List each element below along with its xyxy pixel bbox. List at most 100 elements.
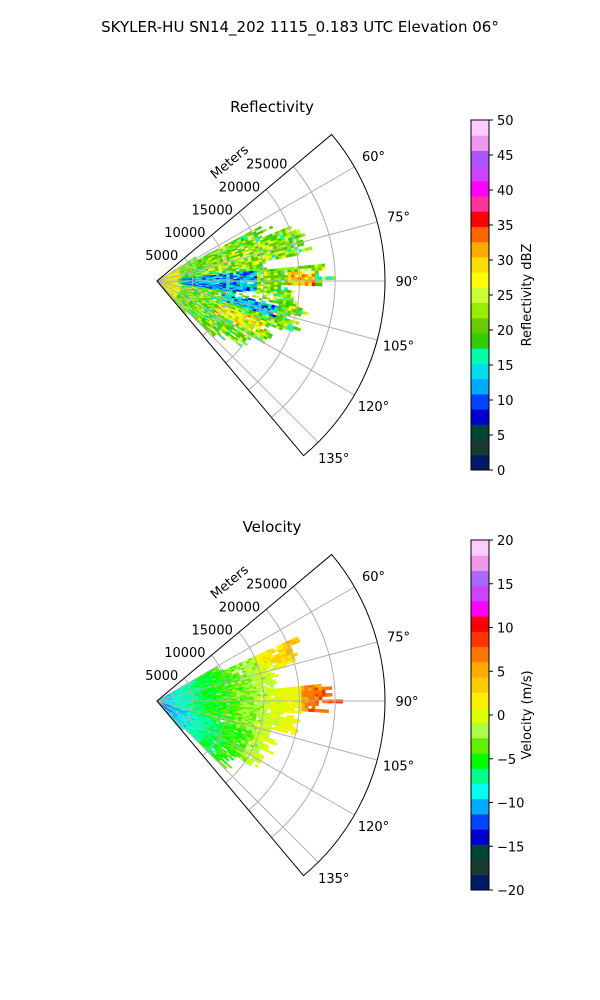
range-tick-label: 5000 — [145, 249, 178, 264]
radar-cell — [295, 639, 301, 644]
radar-cell — [241, 295, 246, 298]
radar-cell — [301, 705, 306, 709]
radar-cell — [291, 705, 295, 709]
radar-cell — [236, 701, 241, 704]
radar-cell — [255, 715, 260, 719]
radar-cell — [246, 278, 251, 281]
range-gridline — [202, 234, 229, 336]
radar-cell — [280, 270, 285, 274]
radar-cell — [267, 706, 271, 710]
radar-cell — [185, 310, 189, 315]
radar-cell — [294, 689, 299, 693]
radar-cell — [294, 271, 299, 275]
radar-cell — [263, 704, 268, 707]
radar-cell — [266, 691, 271, 695]
radar-cell — [253, 278, 258, 281]
radar-cell — [236, 697, 241, 700]
radar-cell — [287, 274, 292, 278]
radar-cell — [278, 326, 284, 331]
radar-cell — [294, 691, 299, 695]
colorbar-segment — [471, 409, 489, 425]
radar-cell — [274, 702, 278, 705]
radar-cell — [308, 690, 312, 695]
radar-cell — [311, 687, 316, 692]
radar-cell — [274, 282, 278, 285]
radar-cell — [267, 697, 272, 701]
radar-cell — [328, 276, 333, 280]
radar-cell — [318, 709, 323, 713]
radar-cell — [256, 291, 261, 295]
range-tick-label: 20000 — [219, 180, 260, 195]
radar-cell — [318, 696, 323, 701]
radar-cell — [277, 275, 282, 278]
radar-cell — [268, 225, 274, 230]
radar-cell — [308, 246, 313, 251]
radar-cell — [270, 702, 275, 705]
radar-cell — [277, 284, 282, 288]
radar-cell — [277, 695, 282, 698]
colorbar-segment — [471, 150, 489, 167]
azimuth-gridline — [156, 280, 378, 341]
radar-cell — [284, 694, 289, 698]
radar-cell — [314, 708, 319, 713]
radar-cell — [307, 687, 312, 692]
radar-cell — [270, 704, 275, 708]
radar-cell — [311, 702, 316, 707]
reflectivity-data — [157, 225, 337, 348]
radar-cell — [238, 292, 243, 296]
radar-cell — [263, 290, 268, 294]
radar-cell — [308, 276, 313, 281]
radar-cell — [232, 271, 237, 274]
colorbar-tick-label: 35 — [497, 219, 514, 234]
radar-cell — [250, 701, 254, 705]
radar-cell — [270, 282, 275, 285]
radar-cell — [315, 282, 319, 287]
radar-cell — [311, 696, 316, 701]
colorbar-segment — [471, 272, 489, 288]
radar-cell — [318, 690, 323, 694]
radar-cell — [291, 697, 296, 701]
radar-cell — [267, 695, 272, 699]
radar-cell — [284, 274, 289, 278]
radar-cell — [221, 336, 226, 341]
radar-cell — [296, 327, 302, 332]
azimuth-tick-label: 75° — [387, 210, 410, 225]
radar-cell — [239, 289, 244, 293]
radar-cell — [301, 274, 306, 278]
radar-cell — [314, 270, 319, 274]
radar-cell — [236, 698, 241, 701]
radar-cell — [278, 255, 283, 259]
radar-cell — [304, 276, 309, 281]
radar-cell — [291, 271, 295, 276]
radar-cell — [291, 691, 295, 696]
radar-cell — [321, 709, 326, 713]
radar-cell — [267, 702, 272, 705]
radar-cell — [287, 282, 292, 286]
radar-cell — [300, 685, 305, 690]
radar-cell — [263, 275, 268, 279]
radar-cell — [246, 274, 251, 278]
radar-cell — [277, 704, 282, 708]
radar-cell — [291, 282, 296, 286]
radar-cell — [274, 673, 279, 678]
colorbar-segment — [471, 333, 489, 349]
radar-cell — [276, 688, 281, 692]
radar-cell — [325, 276, 330, 280]
radar-cell — [315, 693, 319, 698]
colorbar-tick-label: 40 — [497, 184, 514, 199]
polar-frame — [156, 133, 386, 457]
radar-cell — [230, 757, 235, 761]
radar-cell — [252, 294, 257, 298]
radar-cell — [280, 282, 285, 286]
radar-cell — [243, 278, 248, 281]
radar-cell — [280, 692, 285, 696]
radar-cell — [300, 242, 305, 247]
radar-cell — [270, 273, 275, 276]
colorbar-segment — [471, 180, 489, 197]
radar-cell — [300, 265, 305, 270]
radar-cell — [263, 702, 268, 705]
radar-cell — [257, 698, 261, 701]
colorbar-segment — [471, 454, 489, 471]
radar-cell — [229, 277, 234, 280]
